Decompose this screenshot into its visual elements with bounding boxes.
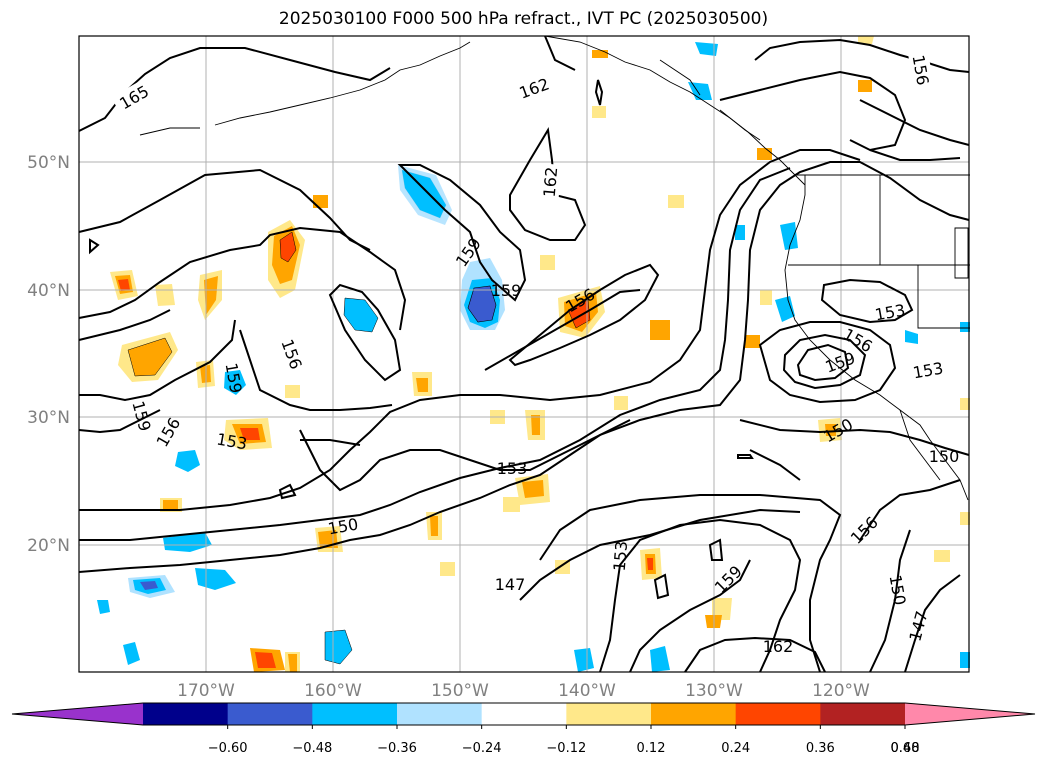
contour-label: 153	[873, 300, 906, 324]
colorbar-tick-label: −0.24	[462, 741, 502, 756]
colorbar: −0.60 −0.48 −0.36 −0.24 −0.12 0.12 0.24 0.36 0.4…	[11, 702, 1036, 756]
contour-label: 156	[153, 414, 185, 450]
map-title: 2025030100 F000 500 hPa refract., IVT PC…	[278, 9, 769, 29]
lon-label: 170°W	[177, 681, 235, 701]
colorbar-segment	[143, 703, 229, 725]
colorbar-outline	[11, 702, 1036, 726]
colorbar-segment	[820, 703, 906, 725]
contour-label: 159	[711, 562, 746, 597]
contour-label: 159	[221, 361, 245, 394]
contour-lines	[78, 35, 970, 673]
map-frame	[78, 35, 970, 673]
contour-label: 153	[610, 540, 632, 572]
colorbar-tick-label: −0.48	[292, 741, 332, 756]
lat-label: 50°N	[27, 153, 70, 173]
contour-label: 153	[497, 459, 528, 478]
lat-label: 20°N	[27, 536, 70, 556]
colorbar-tick-label: 0.60	[891, 741, 920, 756]
colorbar-tick-label: 0.36	[806, 741, 835, 756]
colorbar-segment	[566, 703, 652, 725]
lon-label: 120°W	[812, 681, 870, 701]
colorbar-extend-low	[12, 703, 143, 725]
colorbar-tick-label: −0.36	[377, 741, 417, 756]
shade-blue-3	[343, 297, 379, 333]
contour-label: 159	[491, 281, 522, 300]
contour-label: 150	[929, 447, 960, 466]
colorbar-segment	[397, 703, 483, 725]
lon-label: 140°W	[558, 681, 616, 701]
lon-label: 150°W	[431, 681, 489, 701]
lon-axis: 170°W 160°W 150°W 140°W 130°W 120°W	[177, 681, 870, 701]
lon-label: 130°W	[685, 681, 743, 701]
contour-label: 150	[885, 573, 909, 606]
contour-label: 162	[540, 166, 562, 198]
lat-label: 40°N	[27, 281, 70, 301]
contour-label-group: 165 162 156 162 159 159 156 156 153 156 …	[111, 51, 960, 656]
gridlines	[79, 36, 969, 672]
contour-label: 159	[823, 348, 858, 376]
lat-axis: 50°N 40°N 30°N 20°N	[27, 153, 70, 556]
colorbar-tick-label: 0.12	[637, 741, 666, 756]
lon-label: 160°W	[304, 681, 362, 701]
colorbar-segment	[735, 703, 821, 725]
contour-label: 156	[908, 53, 932, 86]
colorbar-tick-label: 0.48	[891, 741, 920, 756]
contour-label: 150	[326, 514, 359, 538]
colorbar-extend-high	[905, 703, 1035, 725]
contour-label: 156	[277, 337, 305, 372]
contour-label: 156	[847, 513, 882, 548]
shade-royal-1	[467, 285, 497, 323]
colorbar-segment	[481, 703, 567, 725]
lat-label: 30°N	[27, 408, 70, 428]
colorbar-segment	[227, 703, 313, 725]
contour-label: 162	[517, 74, 552, 102]
colorbar-tick-label: 0.24	[721, 741, 750, 756]
contour-label: 153	[215, 429, 248, 453]
shade-red-1	[279, 231, 297, 263]
contour-label: 159	[128, 399, 154, 433]
colorbar-segment	[312, 703, 398, 725]
colorbar-tick-label: −0.60	[208, 741, 248, 756]
colorbar-tick-label: −0.12	[546, 741, 586, 756]
contour-label: 147	[495, 575, 526, 594]
contour-label: 147	[905, 609, 931, 643]
contour-label: 153	[911, 358, 944, 382]
colorbar-segment	[651, 703, 737, 725]
contour-label: 162	[763, 637, 794, 656]
